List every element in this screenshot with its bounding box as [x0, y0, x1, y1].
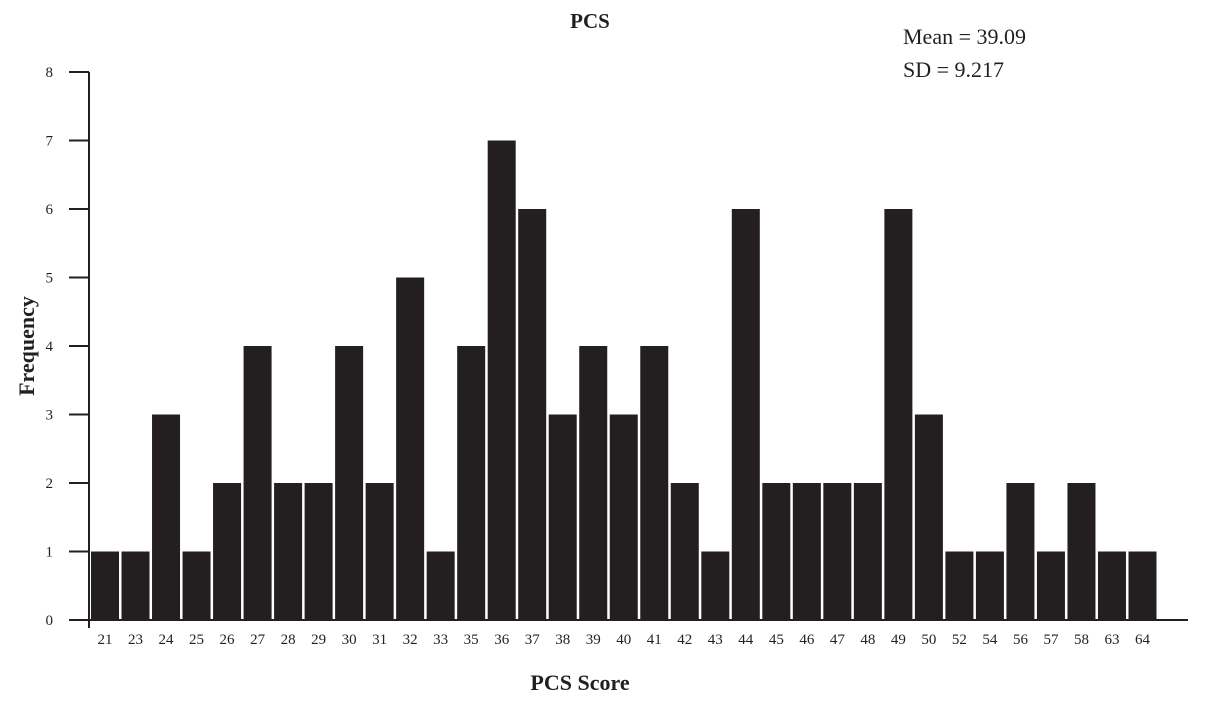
bar-52 — [945, 551, 974, 620]
x-tick-label: 42 — [677, 632, 692, 648]
bar-24 — [152, 414, 181, 620]
x-axis-label: PCS Score — [530, 670, 629, 695]
x-tick-label: 39 — [586, 632, 601, 648]
bar-54 — [975, 551, 1004, 620]
y-tick-label: 1 — [46, 545, 54, 561]
bar-44 — [731, 209, 760, 620]
y-tick-label: 5 — [46, 271, 54, 287]
y-tick-label: 7 — [46, 134, 54, 150]
bars-group — [91, 140, 1157, 620]
bar-27 — [243, 346, 272, 620]
x-tick-label: 58 — [1074, 632, 1089, 648]
bar-39 — [579, 346, 608, 620]
y-tick-label: 0 — [46, 613, 54, 629]
x-tick-label: 46 — [799, 632, 815, 648]
bar-37 — [518, 209, 547, 620]
x-tick-label: 23 — [128, 632, 143, 648]
x-tick-label: 38 — [555, 632, 570, 648]
bar-46 — [792, 483, 821, 620]
bar-28 — [274, 483, 303, 620]
bar-29 — [304, 483, 333, 620]
bar-40 — [609, 414, 638, 620]
bar-35 — [457, 346, 486, 620]
x-tick-label: 54 — [982, 632, 998, 648]
x-tick-label: 29 — [311, 632, 326, 648]
x-tick-label: 44 — [738, 632, 754, 648]
bar-48 — [853, 483, 882, 620]
x-tick-label: 45 — [769, 632, 784, 648]
x-axis: 21 23 24 25 26 27 28 29 30 31 32 33 35 36 37 38 39 40 41 42… — [69, 619, 1188, 648]
x-tick-label: 21 — [98, 632, 113, 648]
chart-title: PCS — [570, 9, 610, 33]
bar-45 — [762, 483, 791, 620]
bar-26 — [213, 483, 242, 620]
y-tick-label: 8 — [46, 65, 54, 81]
x-tick-label: 24 — [159, 632, 175, 648]
bar-38 — [548, 414, 577, 620]
bar-32 — [396, 277, 425, 620]
sd-annotation: SD = 9.217 — [903, 57, 1005, 82]
x-tick-label: 63 — [1104, 632, 1119, 648]
bar-25 — [182, 551, 211, 620]
bar-49 — [884, 209, 913, 620]
x-tick-label: 28 — [281, 632, 296, 648]
x-tick-label: 35 — [464, 632, 479, 648]
y-tick-label: 6 — [46, 202, 54, 218]
bar-57 — [1036, 551, 1065, 620]
x-tick-label: 33 — [433, 632, 448, 648]
x-tick-label: 47 — [830, 632, 846, 648]
x-tick-label: 37 — [525, 632, 541, 648]
bar-63 — [1097, 551, 1126, 620]
x-tick-label: 49 — [891, 632, 906, 648]
mean-annotation: Mean = 39.09 — [903, 24, 1026, 49]
stats-annotation: Mean = 39.09 SD = 9.217 — [903, 20, 1026, 86]
x-tick-label: 30 — [342, 632, 357, 648]
bar-58 — [1067, 483, 1096, 620]
bar-64 — [1128, 551, 1157, 620]
y-tick-label: 4 — [46, 339, 54, 355]
x-tick-label: 26 — [220, 632, 236, 648]
bar-43 — [701, 551, 730, 620]
x-tick-label: 52 — [952, 632, 967, 648]
x-tick-label: 25 — [189, 632, 204, 648]
bar-21 — [91, 551, 120, 620]
x-tick-label: 27 — [250, 632, 266, 648]
bar-41 — [640, 346, 669, 620]
x-tick-label: 41 — [647, 632, 662, 648]
bar-23 — [121, 551, 150, 620]
bar-33 — [426, 551, 455, 620]
x-tick-label: 31 — [372, 632, 387, 648]
bar-50 — [914, 414, 943, 620]
y-tick-label: 2 — [46, 476, 54, 492]
bar-31 — [365, 483, 394, 620]
bar-30 — [335, 346, 364, 620]
x-tick-label: 36 — [494, 632, 510, 648]
x-tick-label: 50 — [921, 632, 936, 648]
x-tick-label: 57 — [1043, 632, 1059, 648]
y-tick-label: 3 — [46, 408, 54, 424]
bar-42 — [670, 483, 699, 620]
bar-47 — [823, 483, 852, 620]
x-tick-label: 40 — [616, 632, 631, 648]
x-tick-label: 56 — [1013, 632, 1029, 648]
y-axis: 0 1 2 3 4 5 6 7 8 — [46, 65, 90, 629]
x-tick-label: 43 — [708, 632, 723, 648]
x-tick-label: 64 — [1135, 632, 1151, 648]
bar-36 — [487, 140, 516, 620]
bar-56 — [1006, 483, 1035, 620]
x-tick-label: 32 — [403, 632, 418, 648]
x-tick-label: 48 — [860, 632, 875, 648]
y-axis-label: Frequency — [14, 296, 39, 396]
